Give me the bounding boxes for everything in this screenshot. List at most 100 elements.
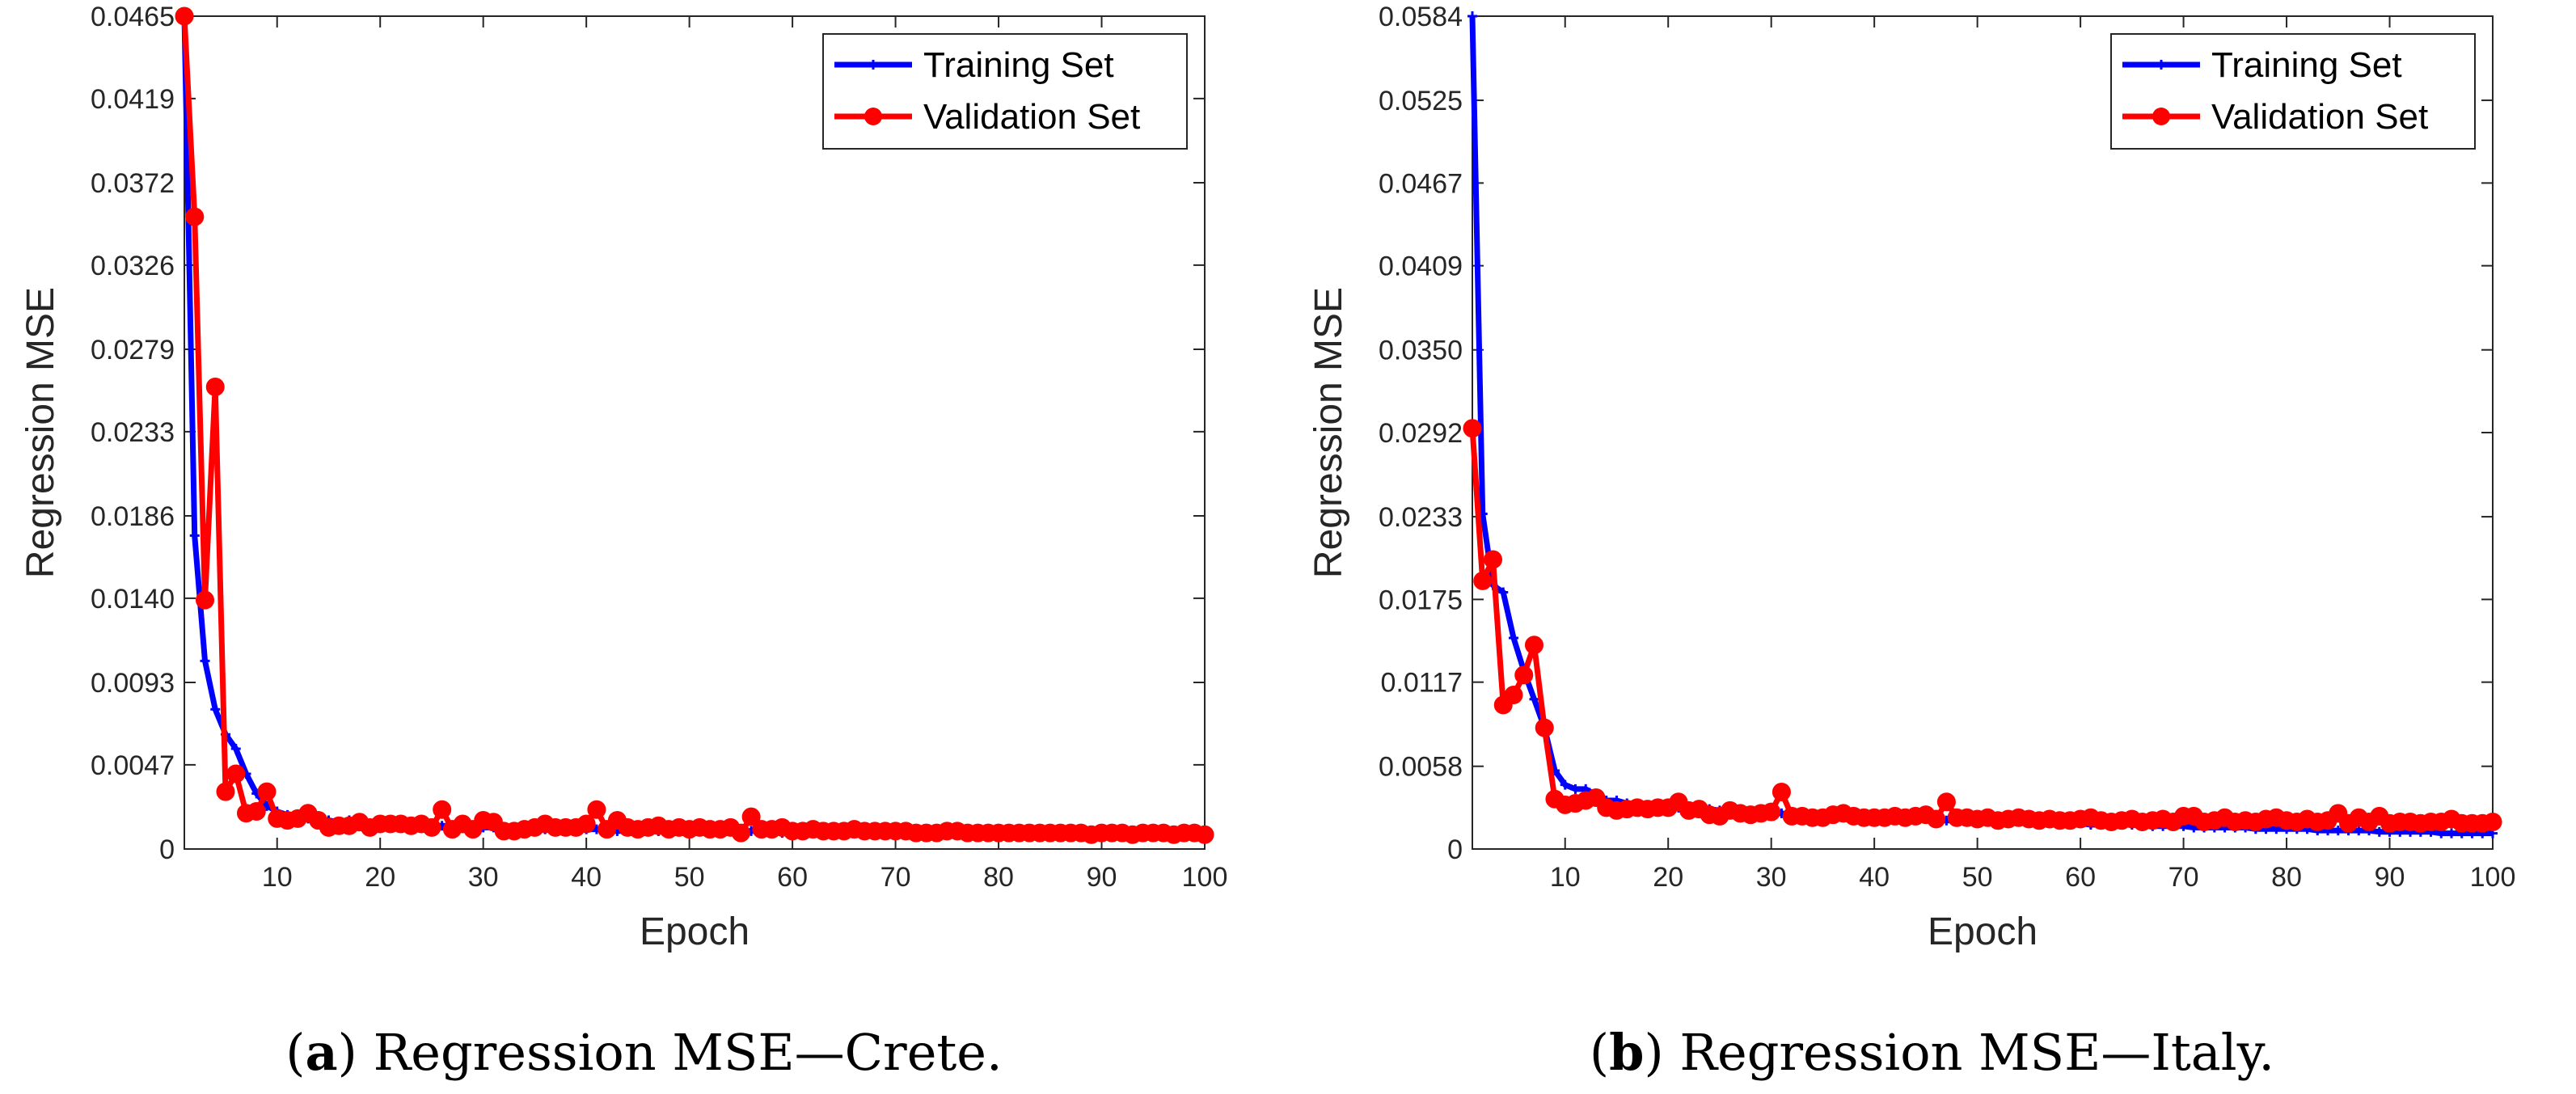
caption-a-label: a <box>305 1023 338 1082</box>
data-point <box>1535 718 1554 737</box>
data-point <box>1529 694 1539 704</box>
data-point <box>257 782 277 801</box>
x-axis-label: Epoch <box>640 910 750 953</box>
legend-label: Training Set <box>2211 45 2402 85</box>
data-point <box>247 801 266 821</box>
data-point <box>741 807 761 826</box>
data-point <box>1508 632 1518 643</box>
legend-marker <box>2156 60 2166 70</box>
data-point <box>205 378 225 397</box>
y-tick-label: 0.0233 <box>1379 502 1463 533</box>
data-point <box>422 817 441 837</box>
data-point <box>189 530 200 541</box>
data-point <box>2354 826 2364 836</box>
plot-area <box>1472 15 2494 850</box>
y-tick-label: 0.0117 <box>1381 668 1463 699</box>
legend-marker <box>2152 108 2170 125</box>
x-tick-label: 20 <box>365 862 395 893</box>
legend-label: Validation Set <box>923 97 1140 137</box>
legend-marker <box>864 108 882 125</box>
y-tick-label: 0.0186 <box>91 501 175 532</box>
y-tick-label: 0.0350 <box>1379 336 1463 366</box>
data-point <box>195 590 214 610</box>
legend-label: Validation Set <box>2211 97 2428 137</box>
x-tick-label: 70 <box>880 862 911 893</box>
data-point <box>230 743 241 754</box>
data-point <box>731 823 750 843</box>
x-tick-label: 90 <box>1087 862 1117 893</box>
x-tick-label: 50 <box>674 862 705 893</box>
x-tick-label: 60 <box>777 862 808 893</box>
caption-b: (b) Regression MSE—Italy. <box>1589 1023 2275 1082</box>
legend: Training Set Validation Set <box>822 33 1188 150</box>
x-tick-label: 30 <box>468 862 499 893</box>
x-tick-label: 30 <box>1756 862 1787 893</box>
y-tick-label: 0.0467 <box>1379 168 1463 199</box>
data-point <box>2333 826 2343 836</box>
data-point <box>1560 779 1570 790</box>
y-axis-label: Regression MSE <box>19 287 62 578</box>
y-tick-label: 0.0175 <box>1379 585 1463 615</box>
y-tick-label: 0.0292 <box>1379 418 1463 449</box>
legend-box <box>2110 33 2476 150</box>
panel-a: 0 0.0047 0.0093 0.0140 0.0186 0.0233 0.0279 0.0… <box>19 2 1228 1082</box>
data-point <box>175 6 194 26</box>
data-point <box>185 207 205 226</box>
y-tick-label: 0.0140 <box>91 584 175 615</box>
series-validation <box>1463 419 2502 833</box>
x-tick-label: 90 <box>2375 862 2405 893</box>
data-point <box>226 764 246 784</box>
y-tick-label: 0.0093 <box>91 668 175 699</box>
data-point <box>2374 826 2384 837</box>
data-point <box>433 800 452 819</box>
legend-box <box>822 33 1188 150</box>
caption-a: (a) Regression MSE—Crete. <box>285 1023 1003 1082</box>
data-point <box>587 800 606 819</box>
y-tick-label: 0.0525 <box>1379 86 1463 116</box>
x-tick-label: 40 <box>571 862 602 893</box>
x-tick-label: 10 <box>1550 862 1581 893</box>
data-point <box>1195 825 1214 844</box>
y-tick-label: 0.0058 <box>1379 752 1463 783</box>
data-point <box>1772 782 1791 801</box>
data-point <box>1927 809 1946 829</box>
data-point <box>200 656 210 666</box>
data-point <box>1498 587 1509 598</box>
data-point <box>1762 802 1781 822</box>
data-point <box>1524 636 1543 655</box>
panel-b: 0 0.0058 0.0117 0.0175 0.0233 0.0292 0.0350 0.0… <box>1288 0 2576 1094</box>
data-point <box>1467 11 1477 21</box>
data-point <box>1570 784 1581 794</box>
caption-a-text: Regression MSE—Crete. <box>373 1023 1003 1082</box>
y-tick-label: 0.0372 <box>91 168 175 199</box>
chart-crete: 0 0.0047 0.0093 0.0140 0.0186 0.0233 0.0279 0.0… <box>19 2 1228 953</box>
chart-italy: 0 0.0058 0.0117 0.0175 0.0233 0.0292 0.0350 0.0… <box>1307 2 2516 953</box>
y-tick-label: 0 <box>159 834 175 865</box>
x-tick-label: 60 <box>2065 862 2096 893</box>
caption-b-label: b <box>1609 1023 1645 1082</box>
x-tick-label: 10 <box>262 862 293 893</box>
data-point <box>1483 550 1502 569</box>
x-tick-label: 100 <box>1182 862 1228 893</box>
caption-b-text: Regression MSE—Italy. <box>1679 1023 2275 1082</box>
data-point <box>1473 571 1493 590</box>
x-tick-label: 80 <box>2271 862 2302 893</box>
x-tick-label: 20 <box>1653 862 1683 893</box>
y-axis-label: Regression MSE <box>1307 287 1350 578</box>
x-tick-label: 80 <box>983 862 1014 893</box>
x-tick-label: 70 <box>2168 862 2199 893</box>
x-axis-label: Epoch <box>1928 910 2038 953</box>
y-tick-label: 0.0419 <box>91 84 175 115</box>
x-tick-label: 100 <box>2470 862 2516 893</box>
y-tick-label: 0.0465 <box>91 2 175 32</box>
data-point <box>1463 419 1482 438</box>
legend-label: Training Set <box>923 45 1114 85</box>
legend-marker <box>868 60 878 70</box>
data-point <box>1504 686 1523 705</box>
data-point <box>216 782 235 801</box>
x-tick-label: 50 <box>1962 862 1993 893</box>
y-tick-label: 0.0409 <box>1379 251 1463 282</box>
data-point <box>1514 665 1534 685</box>
y-tick-label: 0.0233 <box>91 417 175 448</box>
data-point <box>2483 812 2502 831</box>
